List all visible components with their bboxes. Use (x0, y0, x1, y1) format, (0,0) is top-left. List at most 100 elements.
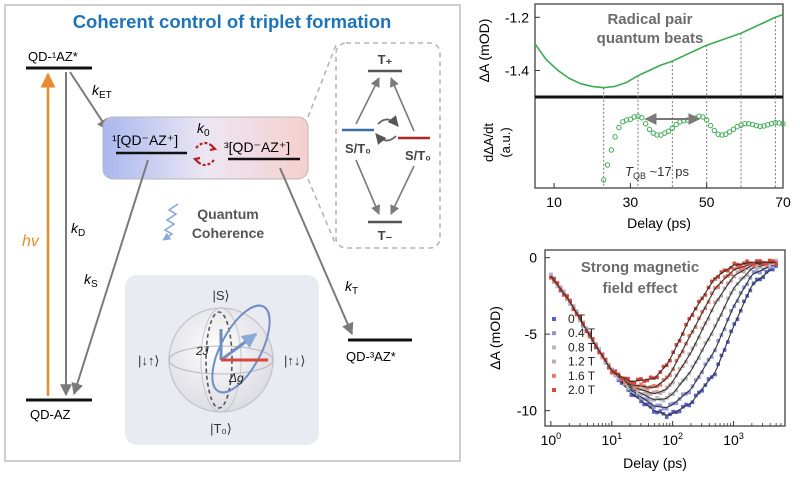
beat-y-label-top: ΔA (mOD) (476, 19, 492, 83)
field-data-point (652, 384, 656, 388)
field-data-point (684, 377, 688, 381)
legend-label: 0.4 T (568, 326, 596, 340)
field-data-point (639, 396, 643, 401)
beat-y-label-bottom-2: (a.u.) (498, 127, 513, 157)
legend-swatch (552, 388, 556, 392)
ks-label: kS (84, 271, 98, 290)
field-data-point (648, 398, 653, 402)
field-data-point (771, 265, 775, 269)
field-data-point (565, 294, 569, 298)
field-data-point (645, 390, 650, 395)
field-data-point (755, 277, 759, 282)
derivative-point (612, 134, 618, 140)
field-data-point (681, 405, 685, 409)
kt-arrow (279, 167, 354, 336)
beat-x-label: Delay (ps) (627, 215, 691, 231)
field-data-point (558, 288, 563, 292)
field-data-point (709, 279, 714, 284)
field-data-point (745, 262, 749, 266)
field-data-point (658, 409, 663, 413)
field-data-point (738, 266, 743, 271)
field-data-point (748, 261, 753, 266)
derivative-point (600, 177, 607, 183)
field-data-point (613, 373, 618, 377)
quantum-label-line2: Coherence (192, 225, 265, 241)
field-data-point (716, 285, 720, 289)
field-data-point (655, 390, 659, 394)
field-data-point (661, 398, 666, 403)
field-data-point (603, 358, 608, 362)
legend-swatch (552, 345, 556, 350)
derivative-point (772, 119, 779, 126)
quantum-label-line1: Quantum (197, 206, 258, 222)
field-data-point (549, 275, 553, 280)
field-data-point (642, 379, 646, 384)
field-data-point (616, 377, 621, 381)
derivative-point (707, 122, 714, 129)
zoom-line-bottom (307, 178, 337, 246)
field-data-point (642, 391, 646, 396)
field-data-point (716, 275, 720, 279)
field-data-point (668, 373, 672, 377)
derivative-point (711, 127, 718, 134)
field-data-point (690, 364, 695, 369)
coherence-squiggle (162, 203, 179, 241)
field-y-label: ΔA (mOD) (487, 306, 503, 370)
derivative-point (604, 162, 611, 168)
field-data-point (623, 380, 627, 384)
field-data-point (648, 375, 653, 380)
derivative-point (703, 117, 710, 123)
field-data-point (700, 309, 704, 314)
legend-swatch (552, 373, 556, 378)
field-data-point (732, 267, 737, 271)
field-data-point (706, 300, 711, 304)
field-data-point (713, 300, 717, 305)
zoom-line-top (307, 44, 337, 118)
field-data-point (607, 365, 611, 370)
field-data-point (626, 376, 630, 381)
field-data-point (700, 388, 704, 393)
field-data-point (690, 313, 695, 318)
field-data-point (687, 390, 692, 395)
beat-y-label-bottom-1: dΔA/dt (481, 123, 496, 162)
beat-title-line2: quantum beats (597, 30, 704, 47)
quantum-beat-chart: Radical pair quantum beats TQB ~17 ps -1.2 -… (476, 3, 791, 231)
field-data-point (758, 270, 762, 275)
field-data-point (684, 322, 688, 327)
beat-series-line (534, 13, 784, 89)
mixing-icon (375, 115, 399, 145)
beat-x-tick-label: 10 (546, 194, 562, 210)
legend-swatch (552, 331, 556, 336)
field-data-point (729, 272, 733, 276)
bloch-dg-label: Δg (228, 371, 244, 385)
field-data-point (719, 294, 724, 298)
legend-label: 0 T (568, 312, 586, 326)
field-data-point (674, 343, 679, 347)
field-data-point (661, 378, 666, 382)
bloch-right-label: |↑↓⟩ (284, 353, 305, 368)
legend-label: 1.2 T (568, 355, 596, 369)
field-data-point (626, 385, 630, 390)
field-data-point (735, 270, 740, 274)
kt-label: kT (345, 278, 358, 297)
field-data-point (706, 377, 711, 381)
field-data-point (645, 402, 650, 407)
panel-title: Coherent control of triplet formation (73, 11, 392, 32)
field-data-point (745, 259, 749, 264)
bloch-t0-label: |T₀⟩ (210, 421, 232, 436)
field-data-point (764, 261, 769, 265)
field-data-point (697, 375, 701, 380)
field-data-point (632, 380, 637, 385)
field-data-point (771, 267, 775, 272)
field-data-point (635, 384, 640, 389)
field-data-point (652, 405, 656, 410)
field-data-point (767, 262, 772, 267)
field-data-point (719, 353, 724, 358)
field-data-point (761, 275, 766, 280)
field-data-point (629, 380, 634, 384)
scheme-panel-border (4, 4, 461, 462)
field-data-point (767, 267, 772, 272)
field-data-point (735, 299, 740, 303)
field-title-line2: field effect (602, 280, 677, 297)
